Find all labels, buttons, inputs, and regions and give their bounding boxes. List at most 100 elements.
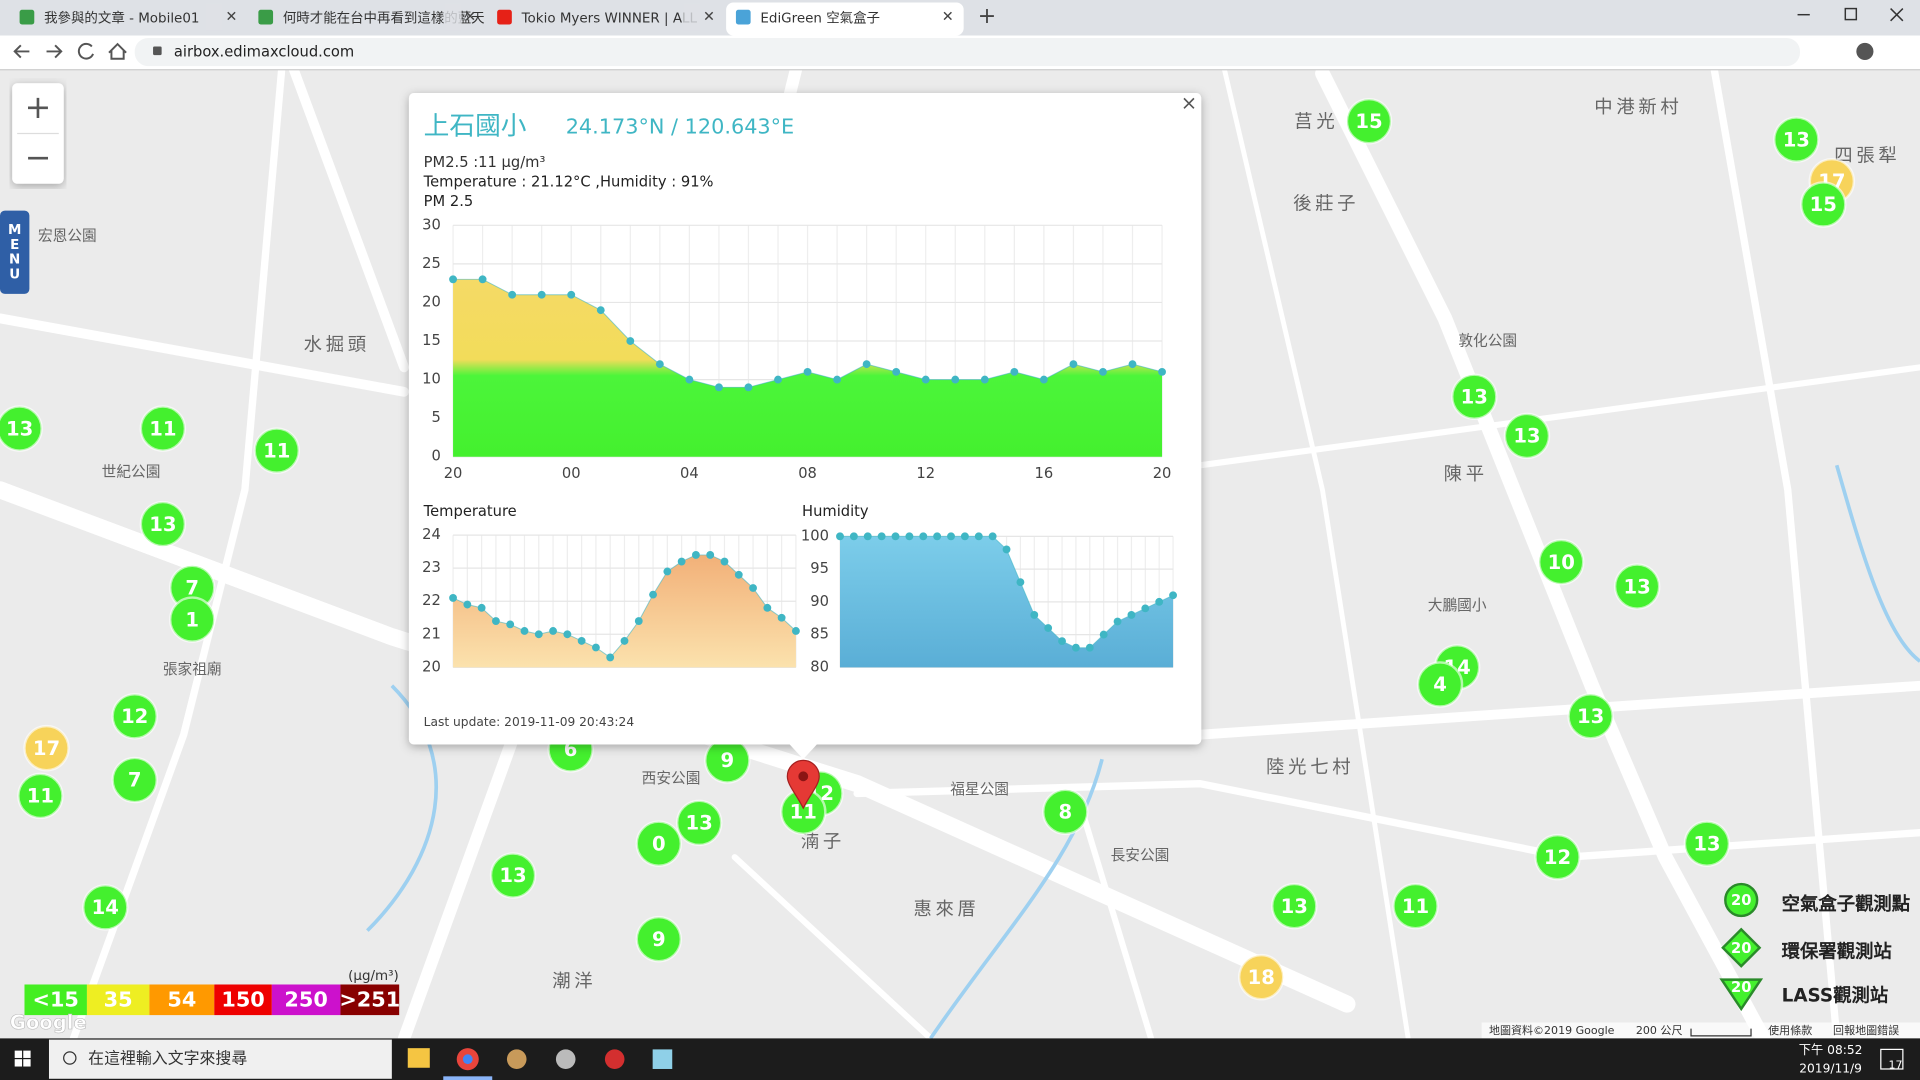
search-box[interactable] xyxy=(48,1039,392,1079)
chart-title: PM 2.5 xyxy=(424,193,474,210)
point xyxy=(626,337,635,345)
zoom-in[interactable]: + xyxy=(25,88,52,126)
marker[interactable] xyxy=(635,915,683,963)
place-label: 陳平 xyxy=(1444,464,1488,485)
window-controls[interactable] xyxy=(1797,7,1904,22)
point xyxy=(537,290,546,299)
marker[interactable] xyxy=(1613,563,1661,610)
tab-close xyxy=(227,11,236,21)
aqi-label: 250 xyxy=(284,987,327,1011)
marker[interactable] xyxy=(1237,953,1285,1001)
marker[interactable] xyxy=(1451,373,1498,420)
marker-label: 4 xyxy=(1433,673,1447,696)
zoom-out[interactable]: − xyxy=(25,138,52,176)
new-tab[interactable]: + xyxy=(978,4,996,29)
marker[interactable] xyxy=(111,756,158,804)
tab-title[interactable]: 何時才能在台中再看到這樣的藍天 xyxy=(283,9,485,26)
nav-buttons[interactable] xyxy=(13,42,127,60)
marker[interactable] xyxy=(1392,882,1439,930)
charts: 0 5 10 15 20 25 30 20 00 04 08 12 16 20 20 21 22 23 24 80 85… xyxy=(422,216,1177,675)
point xyxy=(506,620,515,629)
marker[interactable] xyxy=(139,500,187,548)
marker[interactable] xyxy=(0,405,43,452)
omnibox[interactable] xyxy=(134,37,1801,67)
marker[interactable] xyxy=(139,405,187,452)
marker[interactable] xyxy=(1534,833,1581,881)
aqi-swatch xyxy=(149,984,215,1016)
active-indicator xyxy=(443,1076,493,1080)
tab-fade xyxy=(683,3,701,31)
marker[interactable] xyxy=(17,772,64,820)
point xyxy=(677,557,686,566)
marker[interactable] xyxy=(1773,116,1820,163)
marker[interactable] xyxy=(1567,693,1614,740)
point xyxy=(980,375,989,384)
point xyxy=(792,627,800,635)
tab-title[interactable]: 我參與的文章 - Mobile01 xyxy=(44,9,199,26)
point xyxy=(1010,367,1019,376)
marker[interactable] xyxy=(111,693,158,740)
point xyxy=(563,630,572,639)
url[interactable]: airbox.edimaxcloud.com xyxy=(174,44,354,61)
marker[interactable] xyxy=(675,799,723,847)
y-tick-label: 85 xyxy=(810,626,829,643)
app-explorer[interactable] xyxy=(407,1048,430,1068)
taskbar: 在這裡輸入文字來搜尋 下午 08:52 2019/11/9 17 xyxy=(0,1038,1920,1080)
tab-title[interactable]: EdiGreen 空氣盒子 xyxy=(760,9,880,26)
marker[interactable] xyxy=(1537,538,1585,586)
point xyxy=(1030,611,1039,619)
terms[interactable]: 使用條款 xyxy=(1768,1023,1812,1037)
marker[interactable] xyxy=(1271,882,1318,930)
marker[interactable] xyxy=(1416,661,1464,708)
legend-icon xyxy=(1724,882,1759,918)
point xyxy=(1002,545,1011,554)
point xyxy=(951,375,960,384)
tab-fade xyxy=(444,3,462,31)
marker[interactable] xyxy=(1345,97,1393,145)
report[interactable]: 回報地圖錯誤 xyxy=(1833,1023,1899,1037)
clock-date[interactable]: 2019/11/9 xyxy=(1799,1061,1862,1075)
tab-title[interactable]: Tokio Myers WINNER | ALL xyxy=(521,11,698,26)
marker-label: 18 xyxy=(1248,966,1275,989)
marker[interactable] xyxy=(253,427,300,474)
app-2[interactable] xyxy=(555,1049,576,1069)
area-fill xyxy=(453,554,796,668)
marker[interactable] xyxy=(168,596,216,643)
notification-icon[interactable] xyxy=(1880,1048,1904,1070)
profile[interactable] xyxy=(1856,42,1874,60)
tab-favicon xyxy=(258,9,274,25)
popup-close[interactable]: × xyxy=(1181,92,1197,115)
point xyxy=(763,603,772,612)
place-label: 張家祖廟 xyxy=(163,661,222,678)
marker-label: 7 xyxy=(128,769,142,792)
app-3[interactable] xyxy=(604,1049,625,1069)
marker[interactable] xyxy=(1683,820,1731,867)
marker[interactable] xyxy=(82,884,129,931)
marker[interactable] xyxy=(1042,788,1089,836)
point xyxy=(577,636,586,645)
marker[interactable] xyxy=(23,724,70,772)
marker-label: 9 xyxy=(721,749,735,772)
aqi-legend: (μg/m³) <15 35 54 150 250 >251 xyxy=(24,969,400,1016)
clock-time[interactable]: 下午 08:52 xyxy=(1799,1043,1863,1057)
x-tick-label: 20 xyxy=(444,465,463,482)
station-legend: 20 空氣盒子觀測點 20 環保署觀測站 20 LASS觀測站 xyxy=(1719,882,1910,1012)
menu-tab[interactable] xyxy=(0,210,30,294)
app-4[interactable] xyxy=(652,1049,673,1069)
y-tick-label: 10 xyxy=(422,371,441,388)
marker[interactable] xyxy=(489,852,537,899)
start-button[interactable] xyxy=(14,1050,31,1067)
marker[interactable] xyxy=(635,820,683,867)
legend-icon xyxy=(1719,978,1764,1012)
search-text[interactable]: 在這裡輸入文字來搜尋 xyxy=(88,1049,247,1068)
marker[interactable] xyxy=(1503,412,1551,460)
y-tick-label: 15 xyxy=(422,332,441,349)
marker-label: 15 xyxy=(1355,110,1382,133)
menu-letter: U xyxy=(9,267,20,282)
aqi-swatch xyxy=(24,984,87,1016)
y-tick-label: 21 xyxy=(422,625,441,642)
app-1[interactable] xyxy=(506,1049,527,1069)
marker[interactable] xyxy=(1800,181,1847,228)
